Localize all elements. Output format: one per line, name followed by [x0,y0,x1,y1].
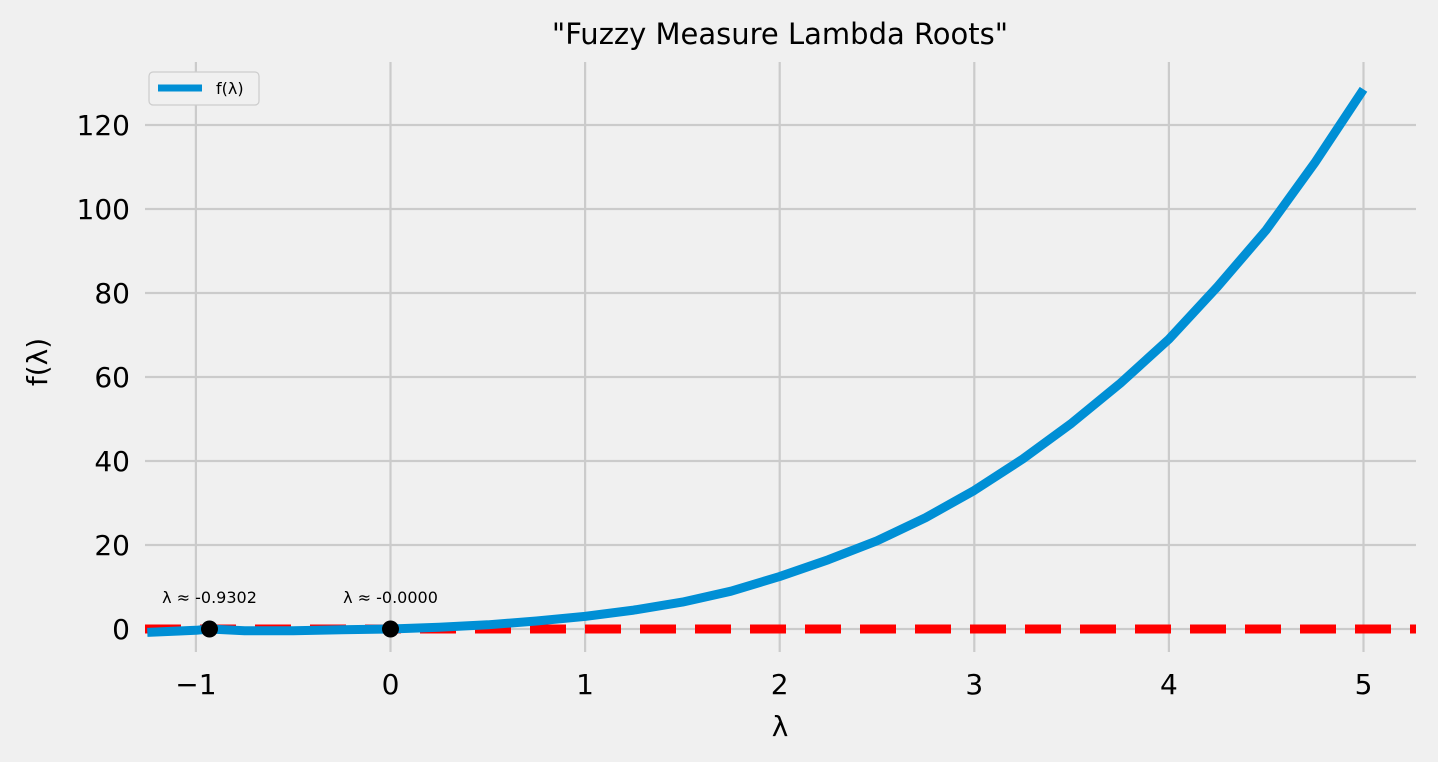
x-axis-label: λ [772,710,789,743]
y-tick-label: 20 [94,529,130,562]
roots-layer: λ ≈ -0.9302 λ ≈ -0.0000 [162,588,438,638]
root-point [200,620,218,638]
legend: f(λ) [148,71,260,106]
root-label: λ ≈ -0.9302 [162,588,257,607]
x-tick-label: 1 [576,668,594,701]
y-tick-label: 80 [94,277,130,310]
x-tick-label: 5 [1355,668,1373,701]
root-label: λ ≈ -0.0000 [343,588,438,607]
legend-label: f(λ) [216,79,244,98]
tick-labels: −1 0 1 2 3 4 5 0 20 40 60 80 100 120 [77,109,1373,701]
root-point [382,620,399,638]
y-axis-label: f(λ) [21,338,54,386]
x-tick-label: 4 [1160,668,1178,701]
grid [145,62,1416,652]
y-tick-label: 0 [112,613,130,646]
x-tick-label: 2 [771,668,789,701]
y-tick-label: 120 [77,109,130,142]
x-tick-label: −1 [175,668,216,701]
x-tick-label: 0 [382,668,400,701]
y-tick-label: 40 [94,445,130,478]
series-layer [147,86,1368,637]
legend-box [148,71,260,106]
y-tick-label: 100 [77,193,130,226]
x-tick-label: 3 [965,668,983,701]
y-tick-label: 60 [94,361,130,394]
series-line-f-lambda [147,86,1368,637]
chart-title: "Fuzzy Measure Lambda Roots" [552,17,1008,51]
